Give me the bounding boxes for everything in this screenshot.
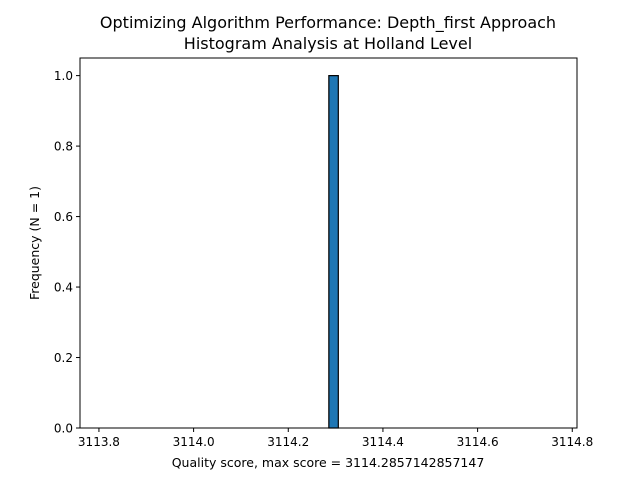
x-tick-label: 3114.2 <box>267 435 309 449</box>
bars-layer <box>328 75 339 429</box>
y-tick-label: 0.0 <box>54 422 73 436</box>
y-tick-label: 0.8 <box>54 140 73 154</box>
x-axis-label: Quality score, max score = 3114.28571428… <box>172 455 485 470</box>
chart-title-line-1: Optimizing Algorithm Performance: Depth_… <box>100 13 556 33</box>
y-tick-label: 1.0 <box>54 69 73 83</box>
y-axis-label: Frequency (N = 1) <box>27 186 42 300</box>
y-tick-label: 0.2 <box>54 351 73 365</box>
ticks-layer: 3113.8 3114.0 3114.2 3114.4 3114.6 3114.8 0.0 0… <box>54 69 593 449</box>
y-tick-label: 0.6 <box>54 210 73 224</box>
x-tick-label: 3114.8 <box>551 435 593 449</box>
x-tick-label: 3114.4 <box>362 435 404 449</box>
histogram-bar <box>328 75 339 429</box>
x-tick-label: 3113.8 <box>78 435 120 449</box>
chart-title-line-2: Histogram Analysis at Holland Level <box>184 34 472 53</box>
plot-area-frame <box>79 57 578 429</box>
x-tick-label: 3114.0 <box>173 435 215 449</box>
x-tick-label: 3114.6 <box>457 435 499 449</box>
y-tick-label: 0.4 <box>54 281 73 295</box>
